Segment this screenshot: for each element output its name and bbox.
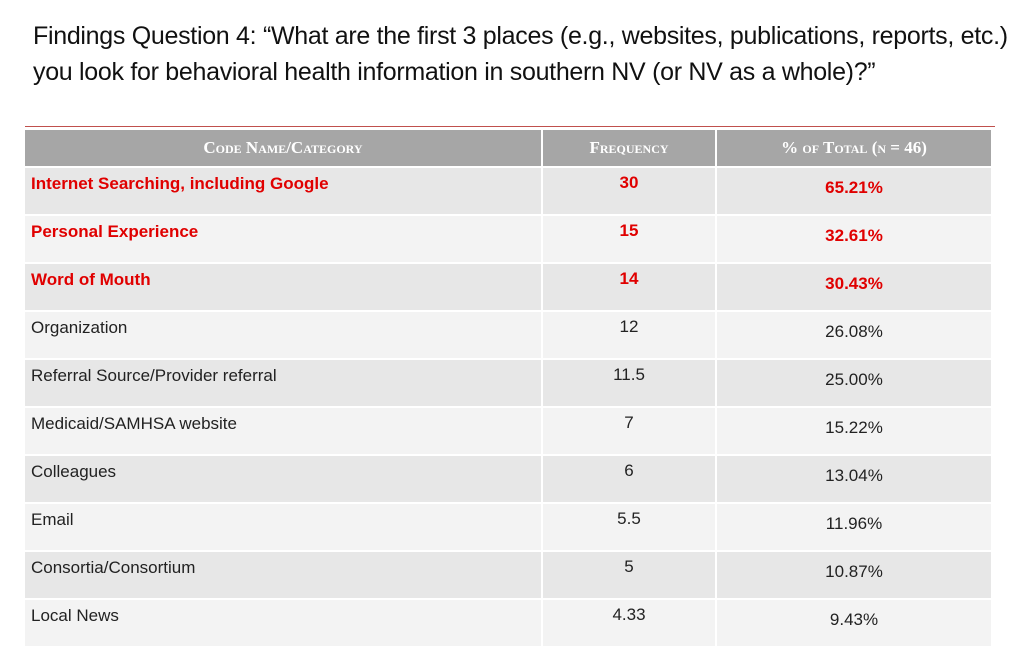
- cell-category: Internet Searching, including Google: [25, 168, 541, 214]
- findings-table: Code Name/Category Frequency % of Total …: [23, 128, 993, 648]
- cell-category: Word of Mouth: [25, 264, 541, 310]
- cell-percent: 65.21%: [717, 168, 991, 214]
- cell-category: Consortia/Consortium: [25, 552, 541, 598]
- cell-percent: 25.00%: [717, 360, 991, 406]
- cell-frequency: 6: [543, 456, 715, 502]
- cell-category: Email: [25, 504, 541, 550]
- table-header-row: Code Name/Category Frequency % of Total …: [25, 130, 991, 166]
- cell-category: Personal Experience: [25, 216, 541, 262]
- header-percent-total: % of Total (n = 46): [717, 130, 991, 166]
- table-row: Colleagues 6 13.04%: [25, 456, 991, 502]
- cell-category: Referral Source/Provider referral: [25, 360, 541, 406]
- slide-title: Findings Question 4: “What are the first…: [33, 22, 1008, 86]
- table-row: Personal Experience 15 32.61%: [25, 216, 991, 262]
- title-divider: [25, 126, 995, 127]
- cell-category: Organization: [25, 312, 541, 358]
- cell-frequency: 5: [543, 552, 715, 598]
- cell-percent: 30.43%: [717, 264, 991, 310]
- cell-percent: 10.87%: [717, 552, 991, 598]
- table-row: Word of Mouth 14 30.43%: [25, 264, 991, 310]
- cell-frequency: 4.33: [543, 600, 715, 646]
- cell-percent: 26.08%: [717, 312, 991, 358]
- table-row: Email 5.5 11.96%: [25, 504, 991, 550]
- cell-category: Medicaid/SAMHSA website: [25, 408, 541, 454]
- cell-percent: 13.04%: [717, 456, 991, 502]
- table-row: Consortia/Consortium 5 10.87%: [25, 552, 991, 598]
- cell-category: Local News: [25, 600, 541, 646]
- cell-frequency: 7: [543, 408, 715, 454]
- cell-percent: 11.96%: [717, 504, 991, 550]
- cell-percent: 9.43%: [717, 600, 991, 646]
- cell-frequency: 14: [543, 264, 715, 310]
- cell-percent: 32.61%: [717, 216, 991, 262]
- table-row: Local News 4.33 9.43%: [25, 600, 991, 646]
- cell-category: Colleagues: [25, 456, 541, 502]
- header-frequency: Frequency: [543, 130, 715, 166]
- header-code-name: Code Name/Category: [25, 130, 541, 166]
- cell-percent: 15.22%: [717, 408, 991, 454]
- table-row: Referral Source/Provider referral 11.5 2…: [25, 360, 991, 406]
- cell-frequency: 15: [543, 216, 715, 262]
- cell-frequency: 12: [543, 312, 715, 358]
- cell-frequency: 11.5: [543, 360, 715, 406]
- table-row: Organization 12 26.08%: [25, 312, 991, 358]
- table-row: Medicaid/SAMHSA website 7 15.22%: [25, 408, 991, 454]
- cell-frequency: 5.5: [543, 504, 715, 550]
- cell-frequency: 30: [543, 168, 715, 214]
- table-row: Internet Searching, including Google 30 …: [25, 168, 991, 214]
